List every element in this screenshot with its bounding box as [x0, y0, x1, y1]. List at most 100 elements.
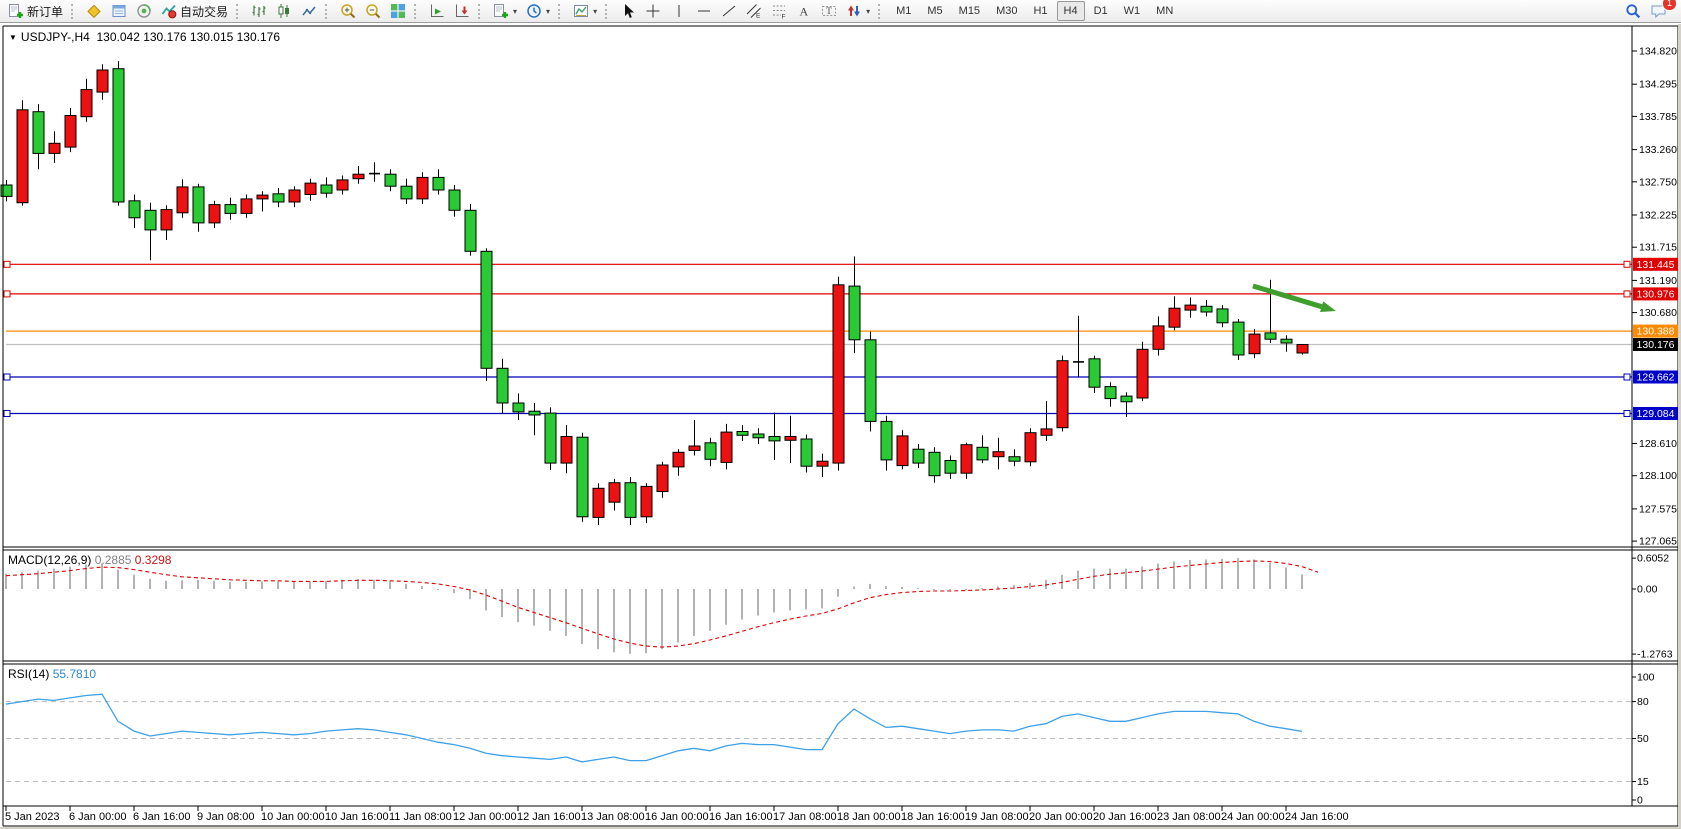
- price-tag-129.662: 129.662: [1633, 370, 1678, 384]
- toolbar: 新订单 自动交易 ▾ ▾ ▾ E F A T ▾ M1 M5 M15 M30 H1 H4 D…: [0, 0, 1681, 23]
- svg-text:80: 80: [1637, 696, 1649, 708]
- svg-text:13 Jan 08:00: 13 Jan 08:00: [581, 811, 645, 823]
- cursor-icon: [620, 3, 636, 19]
- svg-text:128.100: 128.100: [1639, 470, 1677, 482]
- chevron-down-icon: ▾: [593, 6, 598, 16]
- new-chart-icon: [493, 3, 509, 19]
- market-watch-button[interactable]: [82, 0, 106, 22]
- svg-text:11 Jan 08:00: 11 Jan 08:00: [389, 811, 452, 823]
- cursor-button[interactable]: [616, 0, 640, 22]
- notification-badge: 1: [1662, 0, 1677, 11]
- svg-text:131.445: 131.445: [1637, 259, 1675, 271]
- chevron-down-icon: ▾: [546, 6, 551, 16]
- timeframe-m5[interactable]: M5: [927, 5, 943, 17]
- trend-arrow-object[interactable]: [1252, 283, 1336, 312]
- bar-chart-button[interactable]: [247, 0, 271, 22]
- timeframe-h1[interactable]: H1: [1033, 5, 1048, 17]
- auto-trading-label: 自动交易: [180, 4, 229, 19]
- svg-text:133.260: 133.260: [1639, 144, 1677, 156]
- arrows-button[interactable]: ▾: [842, 0, 874, 22]
- arrows-icon: [846, 3, 862, 19]
- crosshair-button[interactable]: [641, 0, 665, 22]
- new-order-button[interactable]: 新订单: [4, 0, 67, 22]
- zoom-in-icon: [340, 3, 356, 19]
- svg-text:A: A: [800, 5, 809, 19]
- chevron-down-icon: ▾: [513, 6, 518, 16]
- text-label-icon: T: [821, 3, 837, 19]
- horizontal-line-button[interactable]: [692, 0, 716, 22]
- svg-text:20 Jan 16:00: 20 Jan 16:00: [1093, 811, 1157, 823]
- line-chart-button[interactable]: [297, 0, 321, 22]
- level-line-131.445[interactable]: [3, 260, 1632, 268]
- svg-text:9 Jan 08:00: 9 Jan 08:00: [197, 811, 255, 823]
- zoom-out-button[interactable]: [361, 0, 385, 22]
- svg-text:130.176: 130.176: [1637, 339, 1675, 351]
- toolbar-grip: [558, 3, 564, 19]
- level-line-129.084[interactable]: [3, 410, 1632, 417]
- market-watch-icon: [86, 3, 102, 19]
- text-label-button[interactable]: T: [817, 0, 841, 22]
- time-axis: 5 Jan 2023 6 Jan 00:00 6 Jan 16:00 9 Jan 08…: [5, 806, 1349, 823]
- search-button[interactable]: [1621, 0, 1645, 22]
- toolbar-grip: [325, 3, 331, 19]
- svg-text:19 Jan 08:00: 19 Jan 08:00: [965, 811, 1029, 823]
- auto-trading-button[interactable]: 自动交易: [157, 0, 232, 22]
- fibonacci-button[interactable]: F: [767, 0, 791, 22]
- svg-text:5 Jan 2023: 5 Jan 2023: [5, 811, 59, 823]
- text-button[interactable]: A: [792, 0, 816, 22]
- timeframe-m1[interactable]: M1: [896, 5, 912, 17]
- svg-text:127.575: 127.575: [1639, 503, 1677, 515]
- equidistant-channel-button[interactable]: E: [742, 0, 766, 22]
- level-line-130.976[interactable]: [3, 290, 1632, 298]
- svg-text:6 Jan 00:00: 6 Jan 00:00: [69, 811, 127, 823]
- zoom-in-button[interactable]: [336, 0, 360, 22]
- timeframe-m30[interactable]: M30: [996, 5, 1018, 17]
- chart-shift-button[interactable]: [450, 0, 474, 22]
- navigator-button[interactable]: [132, 0, 156, 22]
- one-click-collapse-icon[interactable]: ▼: [9, 33, 17, 42]
- new-order-icon: [8, 3, 24, 19]
- window-edge-strip: [1678, 24, 1681, 829]
- timeframe-h4[interactable]: H4: [1056, 1, 1085, 21]
- svg-text:0.00: 0.00: [1637, 584, 1658, 596]
- svg-text:50: 50: [1637, 733, 1649, 745]
- search-icon: [1625, 3, 1641, 19]
- price-tag-129.084: 129.084: [1633, 407, 1678, 420]
- svg-text:100: 100: [1637, 672, 1655, 684]
- svg-text:12 Jan 16:00: 12 Jan 16:00: [517, 811, 581, 823]
- notifications-button[interactable]: 1: [1646, 0, 1677, 22]
- horizontal-line-objects[interactable]: [3, 260, 1632, 417]
- templates-button[interactable]: ▾: [569, 0, 601, 22]
- toolbar-grip: [71, 3, 77, 19]
- svg-text:129.084: 129.084: [1637, 408, 1675, 420]
- timeframe-m15[interactable]: M15: [958, 5, 981, 17]
- candlestick-button[interactable]: [272, 0, 296, 22]
- tile-windows-button[interactable]: [386, 0, 410, 22]
- svg-text:18 Jan 16:00: 18 Jan 16:00: [901, 811, 965, 823]
- trendline-button[interactable]: [717, 0, 741, 22]
- svg-text:10 Jan 00:00: 10 Jan 00:00: [261, 811, 325, 823]
- periods-icon: [526, 3, 542, 19]
- timeframe-w1[interactable]: W1: [1123, 5, 1141, 17]
- toolbar-grip: [236, 3, 242, 19]
- auto-scroll-button[interactable]: [425, 0, 449, 22]
- line-chart-icon: [301, 3, 317, 19]
- candles: [0, 61, 1309, 525]
- navigator-icon: [136, 3, 152, 19]
- svg-text:6 Jan 16:00: 6 Jan 16:00: [133, 811, 191, 823]
- svg-text:16 Jan 16:00: 16 Jan 16:00: [709, 811, 773, 823]
- toolbar-grip: [605, 3, 611, 19]
- svg-text:20 Jan 00:00: 20 Jan 00:00: [1029, 811, 1093, 823]
- timeframe-mn[interactable]: MN: [1156, 5, 1174, 17]
- data-window-button[interactable]: [107, 0, 131, 22]
- svg-text:12 Jan 00:00: 12 Jan 00:00: [453, 811, 517, 823]
- periods-button[interactable]: ▾: [522, 0, 554, 22]
- tile-windows-icon: [390, 3, 406, 19]
- price-axis: 134.820 134.295 133.785 133.260 132.750 132.2…: [1632, 46, 1677, 548]
- new-chart-button[interactable]: ▾: [489, 0, 521, 22]
- vertical-line-button[interactable]: [667, 0, 691, 22]
- level-line-129.662[interactable]: [3, 373, 1632, 381]
- timeframe-d1[interactable]: D1: [1093, 5, 1108, 17]
